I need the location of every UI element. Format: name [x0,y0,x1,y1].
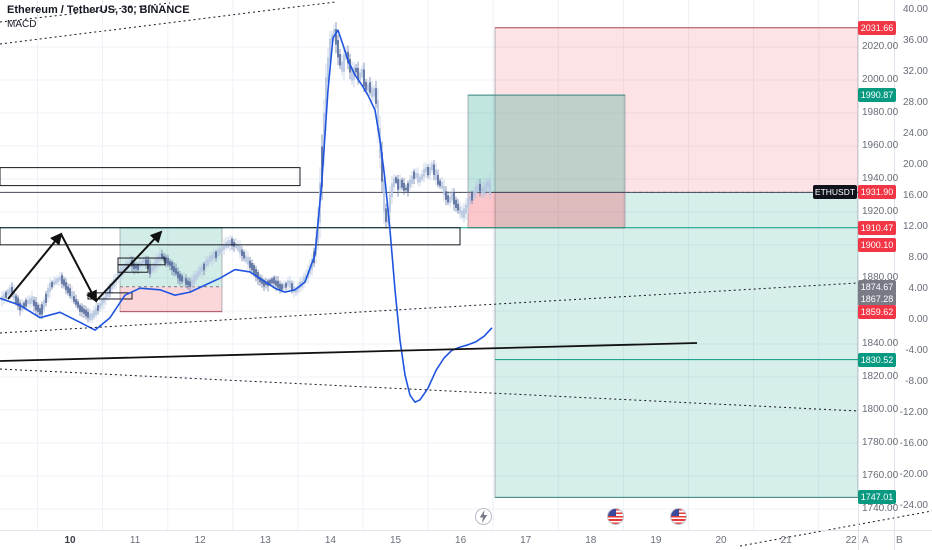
position-tool-long-mid[interactable] [467,94,626,229]
dotted-trendline-2[interactable] [0,2,171,23]
rectangle-drawing-1[interactable] [0,167,301,187]
dotted-trendline-3[interactable] [0,282,859,334]
dotted-trendline-4[interactable] [0,368,859,412]
indicator-label[interactable]: MACD [7,19,37,30]
arrow-drawing-1[interactable] [7,232,63,300]
chart-legend: Ethereum / TetherUS, 30, BINANCE MACD [7,4,190,30]
dotted-trendline-5[interactable] [739,510,932,547]
solid-trendline[interactable] [0,342,698,362]
position-tool-short-large[interactable] [494,27,858,498]
arrow-drawing-3[interactable] [95,230,163,302]
rectangle-drawing-4[interactable] [117,264,149,273]
position-tool-long-left[interactable] [119,227,223,313]
dotted-trendline-1[interactable] [0,1,336,45]
rectangle-drawing-2[interactable] [0,227,461,246]
symbol-title[interactable]: Ethereum / TetherUS, 30, BINANCE [7,4,190,16]
macd-line[interactable] [0,29,493,404]
arrow-drawing-2[interactable] [60,233,97,303]
